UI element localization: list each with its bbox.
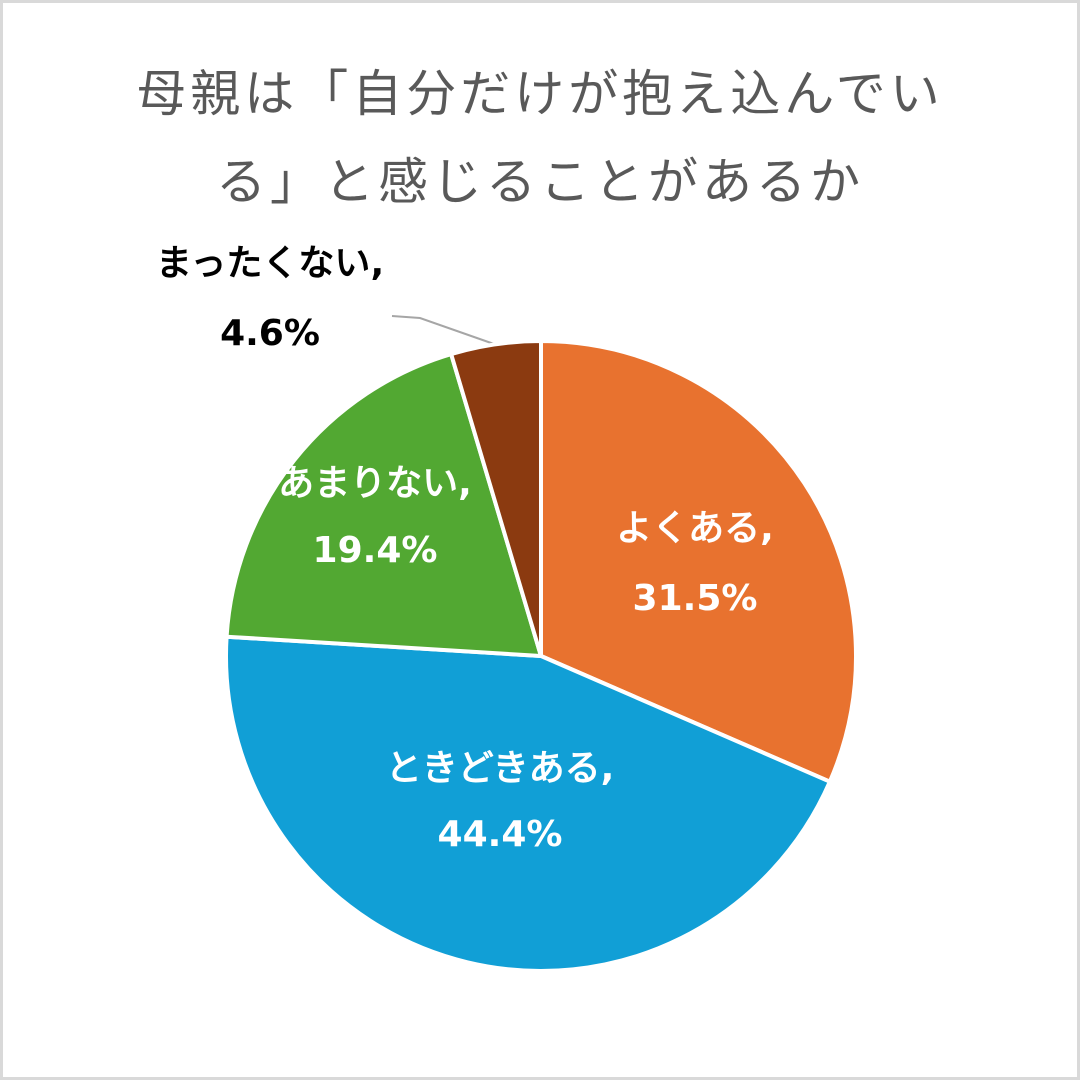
pie-slice [539,338,858,785]
leader-line [391,315,495,345]
category-label: よくある [616,508,760,549]
value-label: 31.5% [633,578,758,619]
value-label: 19.4% [313,530,438,571]
label-separator: , [760,508,774,549]
chart-title: 母親は「自分だけが抱え込んでいる」と感じることがあるか [136,65,944,211]
pie-slice [224,634,833,973]
label-separator: , [370,243,384,284]
data-label: まったくない, [156,243,384,284]
category-label: まったくない [156,243,371,284]
category-label: あまりない [278,463,458,504]
value-label: 4.6% [220,313,320,354]
value-label: 44.4% [438,814,563,855]
category-label: ときどきある [386,748,601,789]
data-label: よくある, [616,508,774,549]
pie-slice [448,338,543,657]
label-separator: , [458,463,472,504]
data-label: あまりない, [278,463,472,504]
label-separator: , [601,748,615,789]
data-label: ときどきある, [386,748,615,789]
pie-slice [224,351,544,659]
